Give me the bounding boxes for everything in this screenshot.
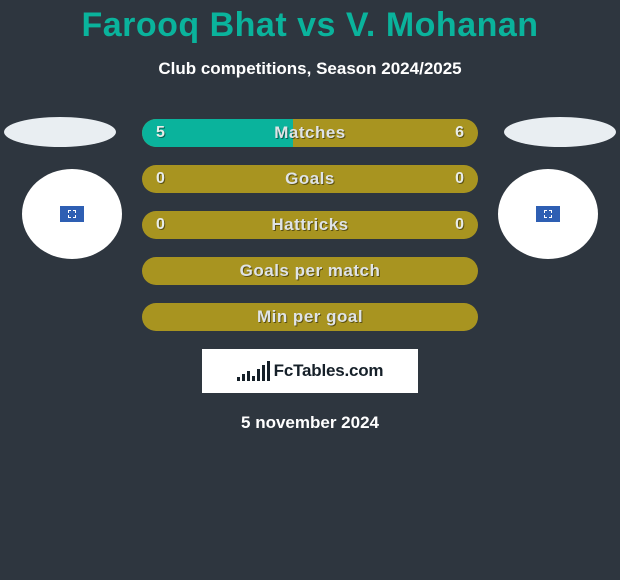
page-subtitle: Club competitions, Season 2024/2025 bbox=[0, 59, 620, 79]
stat-rows: 5 6 Matches 0 0 Goals 0 0 Hattricks Goals per mat… bbox=[142, 119, 478, 331]
stat-label: Goals per match bbox=[240, 261, 381, 281]
stat-row: Min per goal bbox=[142, 303, 478, 331]
watermark-text: FcTables.com bbox=[274, 361, 384, 381]
flag-icon bbox=[536, 206, 560, 222]
stat-row: 0 0 Hattricks bbox=[142, 211, 478, 239]
date-label: 5 november 2024 bbox=[0, 413, 620, 433]
comparison-stage: 5 6 Matches 0 0 Goals 0 0 Hattricks Goals per mat… bbox=[0, 119, 620, 433]
stat-label: Goals bbox=[285, 169, 335, 189]
bar-icon bbox=[252, 376, 255, 381]
stat-value-left: 5 bbox=[156, 124, 165, 142]
bars-icon bbox=[237, 361, 270, 381]
stat-row: 5 6 Matches bbox=[142, 119, 478, 147]
stat-value-right: 0 bbox=[455, 170, 464, 188]
stat-value-right: 0 bbox=[455, 216, 464, 234]
bar-icon bbox=[237, 377, 240, 381]
stat-value-left: 0 bbox=[156, 170, 165, 188]
player-right-platform bbox=[504, 117, 616, 147]
bar-icon bbox=[242, 374, 245, 381]
bar-icon bbox=[257, 369, 260, 381]
bar-icon bbox=[247, 371, 250, 381]
player-left-platform bbox=[4, 117, 116, 147]
bar-icon bbox=[267, 361, 270, 381]
stat-value-right: 6 bbox=[455, 124, 464, 142]
stat-value-left: 0 bbox=[156, 216, 165, 234]
bar-icon bbox=[262, 365, 265, 381]
stat-label: Min per goal bbox=[257, 307, 363, 327]
stat-row: 0 0 Goals bbox=[142, 165, 478, 193]
page-title: Farooq Bhat vs V. Mohanan bbox=[0, 0, 620, 45]
watermark-badge: FcTables.com bbox=[202, 349, 418, 393]
stat-label: Hattricks bbox=[271, 215, 348, 235]
stat-row: Goals per match bbox=[142, 257, 478, 285]
player-left-badge bbox=[22, 169, 122, 259]
flag-icon bbox=[60, 206, 84, 222]
stat-label: Matches bbox=[274, 123, 346, 143]
player-right-badge bbox=[498, 169, 598, 259]
